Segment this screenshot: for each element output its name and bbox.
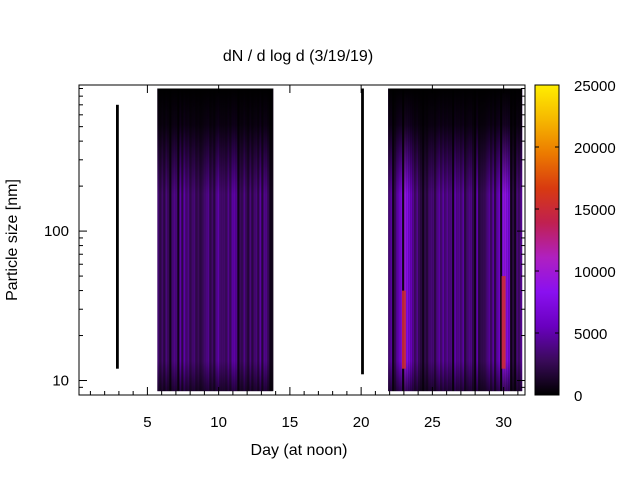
y-tick-label: 10 — [52, 373, 69, 390]
colorbar-tick-label: 20000 — [574, 140, 616, 157]
colorbar-tick-label: 25000 — [574, 78, 616, 95]
colorbar-tick-label: 0 — [574, 388, 582, 405]
y-axis-label: Particle size [nm] — [4, 179, 21, 301]
colorbar-tick-label: 5000 — [574, 326, 607, 343]
colorbar-axis: 0 5000 10000 15000 20000 25000 — [535, 78, 616, 405]
x-tick-label: 10 — [210, 414, 227, 431]
intensity-peak-1 — [501, 276, 506, 369]
x-tick-label: 5 — [143, 414, 151, 431]
chart-title: dN / d log d (3/19/19) — [223, 48, 373, 65]
y-axis: 10 100 — [44, 88, 525, 396]
data-block-3 — [388, 88, 523, 392]
x-tick-label: 25 — [424, 414, 441, 431]
colorbar-tick-label: 10000 — [574, 264, 616, 281]
intensity-peak-0 — [401, 290, 406, 369]
x-tick-label: 15 — [282, 414, 299, 431]
colorbar-tick-label: 15000 — [574, 202, 616, 219]
x-tick-label: 30 — [495, 414, 512, 431]
x-axis-label: Day (at noon) — [251, 442, 348, 459]
data-block-1 — [157, 88, 274, 392]
x-tick-label: 20 — [353, 414, 370, 431]
data-trace-0 — [116, 104, 119, 369]
x-axis: 5 10 15 20 25 30 — [89, 85, 519, 431]
y-tick-label: 100 — [44, 223, 69, 240]
plot-frame — [78, 84, 526, 396]
data-trace-2 — [361, 88, 364, 375]
colorbar — [534, 84, 560, 396]
heatmap-layer — [116, 88, 523, 392]
